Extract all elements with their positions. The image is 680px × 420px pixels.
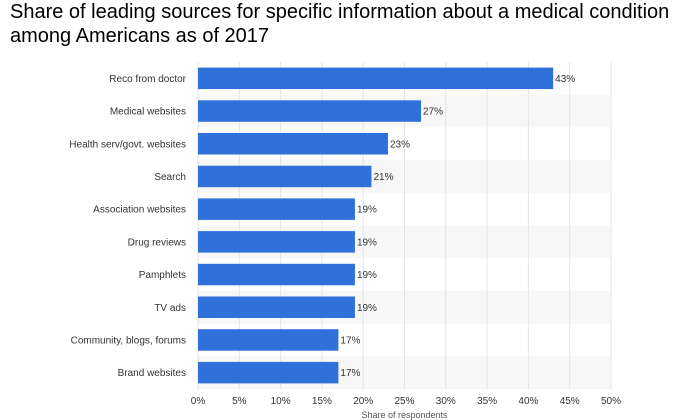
x-tick-label: 5%	[232, 396, 247, 407]
category-label: Search	[154, 172, 186, 183]
data-label: 19%	[357, 270, 377, 281]
value-labels: 43% 27% 23% 21% 19% 19% 19% 19% 17% 17%	[340, 74, 575, 379]
bar	[198, 231, 355, 253]
bar	[198, 263, 355, 286]
x-tick-label: 15%	[312, 396, 332, 407]
category-label: Pamphlets	[139, 270, 186, 281]
category-labels: Reco from doctor Medical websites Health s…	[69, 74, 186, 379]
x-tick-label: 30%	[436, 396, 456, 407]
data-label: 19%	[357, 303, 377, 314]
data-label: 27%	[423, 107, 443, 118]
x-tick-label: 20%	[353, 396, 373, 407]
data-label: 17%	[340, 335, 360, 346]
data-label: 21%	[373, 172, 393, 183]
category-label: Drug reviews	[128, 237, 186, 248]
category-label: Community, blogs, forums	[71, 335, 186, 346]
category-label: Medical websites	[110, 107, 186, 118]
data-label: 17%	[340, 368, 360, 379]
data-label: 19%	[357, 205, 377, 216]
x-tick-label: 25%	[394, 396, 414, 407]
category-label: Brand websites	[118, 368, 186, 379]
bar	[198, 133, 388, 155]
x-tick-label: 50%	[601, 396, 621, 407]
bar	[198, 100, 422, 122]
category-label: Health serv/govt. websites	[69, 139, 186, 150]
x-axis-title: Share of respondents	[361, 410, 448, 420]
bar	[198, 165, 372, 188]
x-tick-label: 40%	[518, 396, 538, 407]
x-tick-label: 35%	[477, 396, 497, 407]
x-tick-label: 0%	[191, 396, 206, 407]
bars	[198, 67, 554, 384]
bar	[198, 296, 355, 318]
bar	[198, 329, 339, 351]
bar	[198, 361, 339, 384]
data-label: 23%	[390, 139, 410, 150]
chart-title: Share of leading sources for specific in…	[10, 1, 670, 47]
x-tick-label: 45%	[560, 396, 580, 407]
x-tick-labels: 0% 5% 10% 15% 20% 25% 30% 35% 40% 45% 50%	[191, 396, 621, 407]
data-label: 43%	[555, 74, 575, 85]
category-label: Association websites	[93, 205, 186, 216]
category-label: TV ads	[154, 303, 186, 314]
data-label: 19%	[357, 237, 377, 248]
bar	[198, 67, 554, 90]
x-tick-label: 10%	[271, 396, 291, 407]
category-label: Reco from doctor	[109, 74, 186, 85]
bar	[198, 198, 355, 220]
